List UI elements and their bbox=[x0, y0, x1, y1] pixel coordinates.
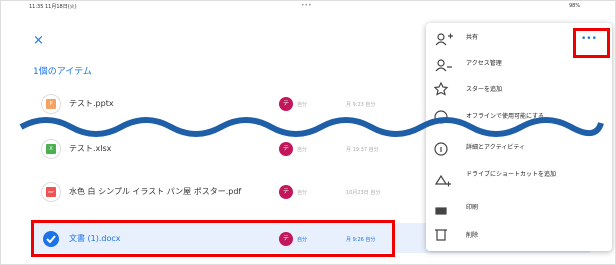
avatar: テ bbox=[279, 142, 293, 156]
modified: 月 19:37 自分 bbox=[346, 146, 379, 153]
owner: 自分 bbox=[297, 101, 307, 108]
menu-item[interactable]: スターを追加 bbox=[466, 86, 576, 94]
highlight-box bbox=[573, 28, 610, 58]
owner: 自分 bbox=[297, 146, 307, 153]
highlight-box bbox=[31, 220, 395, 257]
status-time: 11:35 11月18日(火) bbox=[29, 3, 77, 10]
menu-item[interactable]: ドライブにショートカットを追加 bbox=[466, 171, 576, 179]
break-wave bbox=[1, 111, 616, 143]
file-name[interactable]: テスト.pptx bbox=[69, 98, 114, 109]
modified: 月 9:23 自分 bbox=[346, 101, 375, 108]
icon-letter: X bbox=[46, 144, 56, 154]
menu-item[interactable]: 削除 bbox=[466, 232, 576, 240]
icon-letter: P bbox=[46, 99, 56, 109]
file-icon: PDF bbox=[41, 182, 61, 202]
menu-item[interactable]: 共有 bbox=[466, 34, 576, 42]
menu-item[interactable]: アクセス管理 bbox=[466, 60, 576, 68]
modified: 10月23日 自分 bbox=[346, 189, 380, 196]
status-dots: ••• bbox=[301, 2, 312, 9]
screen: 11:35 11月18日(火) ••• 98% × 1個のアイテム P テスト.… bbox=[0, 0, 616, 265]
icon-letter: PDF bbox=[46, 187, 56, 197]
owner: 自分 bbox=[297, 189, 307, 196]
file-name[interactable]: 水色 白 シンプル イラスト パン屋 ポスター.pdf bbox=[69, 186, 241, 197]
item-count: 1個のアイテム bbox=[33, 64, 92, 77]
file-name[interactable]: テスト.xlsx bbox=[69, 143, 111, 154]
menu-item[interactable]: 印刷 bbox=[466, 204, 576, 212]
menu-item[interactable]: 詳細とアクティビティ bbox=[466, 144, 576, 152]
avatar: テ bbox=[279, 185, 293, 199]
close-button[interactable]: × bbox=[33, 33, 44, 48]
status-battery: 98% bbox=[569, 3, 580, 9]
avatar: テ bbox=[279, 97, 293, 111]
